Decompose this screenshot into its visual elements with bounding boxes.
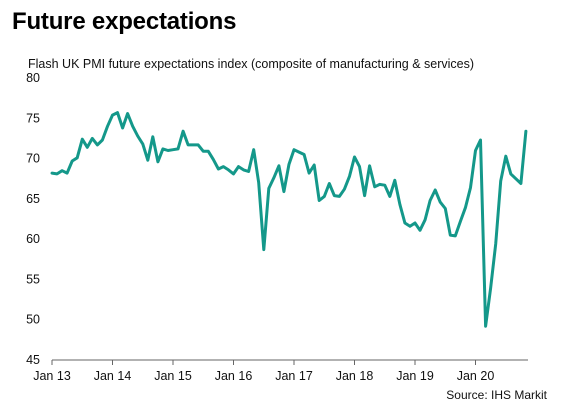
y-axis-ticks: 45 50 55 60 65 70 75 80 — [26, 71, 40, 367]
series-line — [50, 111, 528, 328]
y-tick-label: 80 — [26, 71, 40, 85]
y-tick-label: 50 — [26, 313, 40, 327]
y-tick-label: 75 — [26, 111, 40, 125]
y-tick-label: 70 — [26, 152, 40, 166]
source-note: Source: IHS Markit — [446, 388, 547, 402]
y-tick-label: 60 — [26, 232, 40, 246]
x-tick-label: Jan 18 — [336, 369, 374, 383]
x-tick-label: Jan 20 — [457, 369, 495, 383]
x-tick-label: Jan 19 — [396, 369, 434, 383]
x-tick-label: Jan 15 — [154, 369, 192, 383]
chart-subtitle: Flash UK PMI future expectations index (… — [28, 57, 475, 71]
x-axis-tick-labels: Jan 13 Jan 14 Jan 15 Jan 16 Jan 17 Jan 18 Jan … — [33, 369, 494, 383]
x-tick-label: Jan 17 — [275, 369, 313, 383]
x-tick-label: Jan 14 — [94, 369, 132, 383]
x-axis-tick-marks — [51, 360, 476, 365]
y-tick-label: 55 — [26, 272, 40, 286]
y-tick-label: 45 — [26, 353, 40, 367]
x-tick-label: Jan 13 — [33, 369, 71, 383]
x-tick-label: Jan 16 — [215, 369, 253, 383]
chart-title: Future expectations — [12, 8, 237, 35]
y-tick-label: 65 — [26, 192, 40, 206]
